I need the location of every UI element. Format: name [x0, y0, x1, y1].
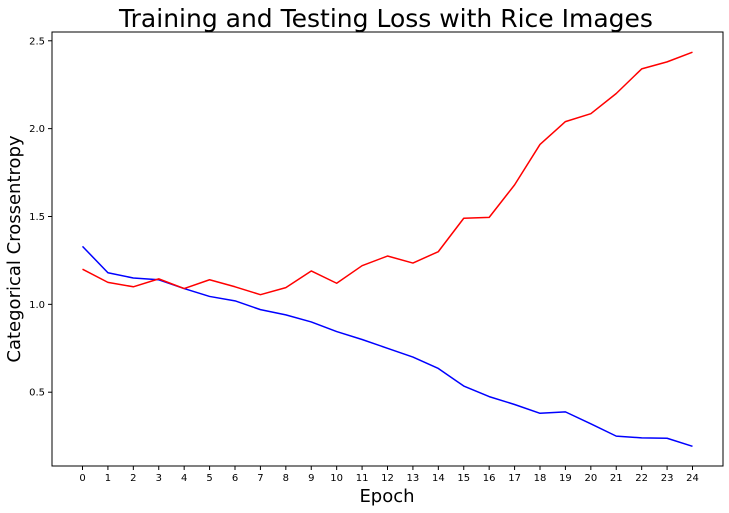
x-tick-label: 20: [584, 473, 597, 484]
series-line-2: [82, 51, 693, 296]
y-tick-label: 1.5: [29, 212, 45, 223]
x-tick-label: 5: [206, 473, 212, 484]
x-tick-label: 1: [105, 473, 111, 484]
x-tick-label: 15: [457, 473, 470, 484]
x-tick-label: 19: [559, 473, 572, 484]
chart-title: Training and Testing Loss with Rice Imag…: [118, 4, 653, 33]
x-tick-label: 9: [308, 473, 314, 484]
x-tick-label: 8: [283, 473, 289, 484]
x-tick-label: 22: [635, 473, 648, 484]
x-tick-label: 11: [356, 473, 369, 484]
x-tick-label: 12: [381, 473, 394, 484]
x-tick-label: 14: [432, 473, 445, 484]
x-tick-label: 2: [130, 473, 136, 484]
series-line-1: [81, 245, 693, 448]
x-tick-label: 6: [232, 473, 238, 484]
x-axis: 0 1 2 3 4 5 6 7 8 9 10 11 12 13 14 15 16 17 18 19 20 21 22 23 24: [79, 466, 699, 484]
x-tick-label: 13: [407, 473, 420, 484]
x-tick-label: 4: [181, 473, 187, 484]
y-tick-label: 2.5: [29, 36, 45, 47]
series-lines: [81, 51, 693, 448]
x-tick-label: 23: [661, 473, 674, 484]
x-tick-label: 0: [79, 473, 85, 484]
x-tick-label: 17: [508, 473, 521, 484]
x-tick-label: 24: [686, 473, 699, 484]
x-tick-label: 21: [610, 473, 623, 484]
plot-frame: [51, 31, 724, 467]
x-tick-label: 7: [257, 473, 263, 484]
x-tick-label: 16: [483, 473, 496, 484]
y-tick-label: 0.5: [29, 388, 45, 399]
y-tick-label: 1.0: [29, 300, 45, 311]
y-axis: 0.5 1.0 1.5 2.0 2.5: [29, 36, 52, 399]
x-tick-label: 10: [330, 473, 343, 484]
x-tick-label: 3: [156, 473, 162, 484]
y-tick-label: 2.0: [29, 124, 45, 135]
y-axis-label: Categorical Crossentropy: [4, 135, 25, 363]
x-axis-label: Epoch: [359, 486, 414, 507]
plot-area: 0 1 2 3 4 5 6 7 8 9 10 11 12 13 14 15 16 17 18 19 20 21 22 23 24…: [29, 31, 724, 484]
x-tick-label: 18: [534, 473, 547, 484]
